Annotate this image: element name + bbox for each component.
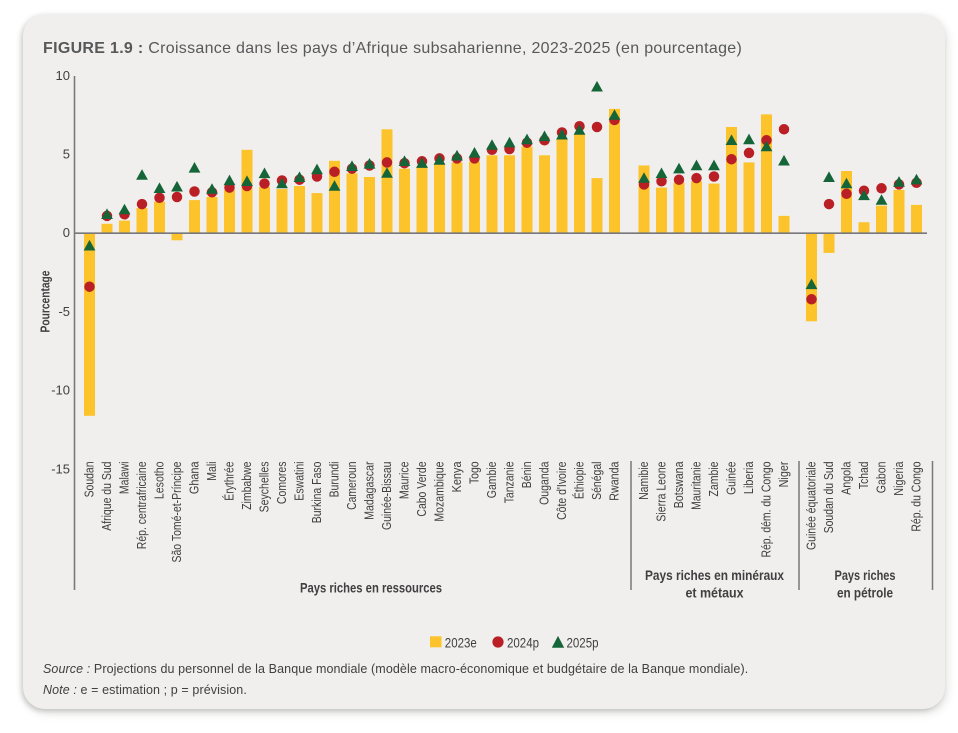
svg-text:0: 0 [63,225,70,240]
svg-text:Burundi: Burundi [327,462,341,498]
svg-text:Zambie: Zambie [707,461,721,496]
svg-text:Cameroun: Cameroun [345,461,359,509]
svg-text:Malawi: Malawi [117,462,131,495]
svg-text:Namibie: Namibie [637,461,651,499]
svg-text:Tchad: Tchad [857,461,871,489]
svg-text:10: 10 [56,68,70,83]
svg-text:Guinée équatoriale: Guinée équatoriale [804,461,818,550]
svg-text:Ouganda: Ouganda [537,461,551,504]
svg-text:Liberia: Liberia [742,461,756,494]
svg-text:2023e: 2023e [445,634,477,650]
svg-text:Maurice: Maurice [397,461,411,499]
svg-text:Ghana: Ghana [187,461,201,494]
svg-text:Mozambique: Mozambique [432,461,446,521]
svg-text:Nigeria: Nigeria [892,461,906,495]
svg-text:Mauritanie: Mauritanie [689,461,703,509]
svg-text:en pétrole: en pétrole [837,585,893,601]
svg-text:Eswatini: Eswatini [292,462,306,501]
svg-text:Rép. centrafricaine: Rép. centrafricaine [135,461,149,549]
svg-text:Lesotho: Lesotho [152,461,166,499]
svg-text:Guinée: Guinée [724,461,738,494]
svg-text:-15: -15 [51,461,70,476]
svg-text:Niger: Niger [777,462,791,488]
svg-text:et métaux: et métaux [686,585,744,601]
svg-text:Botswana: Botswana [672,461,686,508]
svg-text:Rwanda: Rwanda [607,461,621,500]
svg-text:Gambie: Gambie [485,461,499,498]
svg-text:Tanzanie: Tanzanie [502,461,516,503]
svg-text:Pays riches en minéraux: Pays riches en minéraux [645,567,784,583]
svg-text:-5: -5 [58,304,70,319]
svg-text:Érythrée: Érythrée [221,461,236,500]
svg-text:Afrique du Sud: Afrique du Sud [100,461,114,530]
svg-text:São Tomé-et-Príncipe: São Tomé-et-Príncipe [170,461,184,562]
svg-text:Soudan: Soudan [82,461,96,497]
svg-text:Bénin: Bénin [520,461,534,488]
svg-text:Mali: Mali [205,462,219,481]
svg-text:Zimbabwe: Zimbabwe [240,461,254,509]
svg-text:Rép. du Congo: Rép. du Congo [909,461,923,531]
svg-text:2025p: 2025p [567,634,599,650]
svg-text:Pourcentage: Pourcentage [38,271,53,333]
svg-text:Burkina Faso: Burkina Faso [310,461,324,523]
svg-text:Sierra Leone: Sierra Leone [654,461,668,521]
svg-text:Togo: Togo [467,461,481,484]
svg-text:Rép. dém. du Congo: Rép. dém. du Congo [759,461,773,557]
svg-text:Sénégal: Sénégal [590,462,604,500]
svg-text:Kenya: Kenya [450,461,464,492]
svg-text:Guinée-Bissau: Guinée-Bissau [380,461,394,530]
svg-text:Seychelles: Seychelles [257,462,271,513]
svg-text:Madagascar: Madagascar [362,462,376,520]
svg-text:Angola: Angola [839,461,853,494]
svg-text:Pays riches: Pays riches [835,567,896,583]
svg-text:Soudan du Sud: Soudan du Sud [822,461,836,533]
svg-text:2024p: 2024p [507,634,539,650]
svg-text:Gabon: Gabon [874,461,888,493]
svg-text:Côte d'Ivoire: Côte d'Ivoire [555,461,569,519]
svg-text:Cabo Verde: Cabo Verde [415,461,429,516]
svg-text:Éthiopie: Éthiopie [571,461,586,499]
svg-text:Comores: Comores [275,462,289,505]
svg-text:Pays riches en ressources: Pays riches en ressources [300,580,442,596]
svg-text:-10: -10 [51,383,70,398]
svg-text:5: 5 [63,147,70,162]
